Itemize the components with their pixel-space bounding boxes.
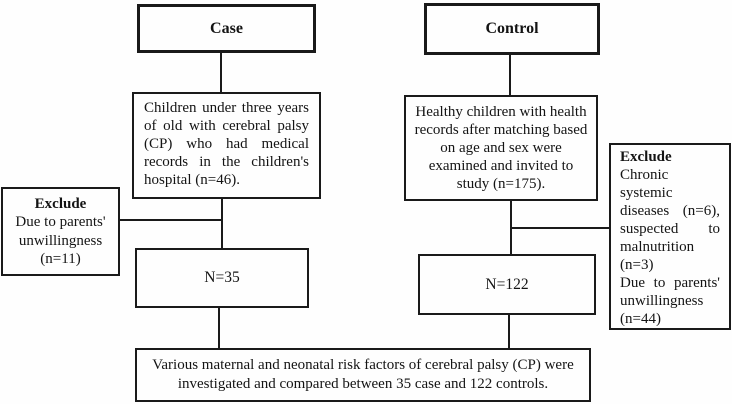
- control-n-label: N=122: [485, 275, 529, 293]
- exclude-case-title: Exclude: [34, 195, 87, 212]
- exclude-control-box: Exclude Chronic systemic diseases (n=6),…: [609, 143, 731, 330]
- connector-n122-to-conclusion: [508, 315, 510, 348]
- conclusion-text: Various maternal and neonatal risk facto…: [152, 357, 574, 392]
- control-description: Healthy children with health records aft…: [414, 104, 588, 192]
- conclusion-box: Various maternal and neonatal risk facto…: [135, 348, 591, 402]
- control-title-box: Control: [424, 3, 600, 55]
- case-description-box: Children under three years of old with c…: [132, 92, 321, 199]
- case-title-box: Case: [137, 4, 316, 53]
- exclude-control-title: Exclude: [620, 149, 672, 165]
- exclude-case-box: Exclude Due to parents' unwillingness (n…: [1, 187, 120, 276]
- control-n-box: N=122: [418, 254, 596, 315]
- connector-exclude-case: [120, 219, 223, 221]
- control-title: Control: [485, 20, 539, 37]
- connector-control-to-description: [509, 55, 511, 95]
- exclude-case-reason: Due to parents' unwillingness (n=11): [15, 214, 106, 267]
- case-title: Case: [210, 19, 243, 37]
- exclude-control-reason-2: Due to parents' unwillingness (n=44): [620, 275, 720, 327]
- case-description: Children under three years of old with c…: [144, 100, 309, 188]
- connector-description-to-n35: [221, 199, 223, 248]
- connector-n35-to-conclusion: [218, 308, 220, 348]
- control-description-box: Healthy children with health records aft…: [404, 95, 598, 201]
- exclude-control-reason-1: Chronic systemic diseases (n=6), suspect…: [620, 167, 720, 273]
- connector-exclude-control: [511, 227, 609, 229]
- case-n-box: N=35: [135, 248, 309, 308]
- case-n-label: N=35: [204, 269, 240, 286]
- connector-case-to-description: [220, 53, 222, 92]
